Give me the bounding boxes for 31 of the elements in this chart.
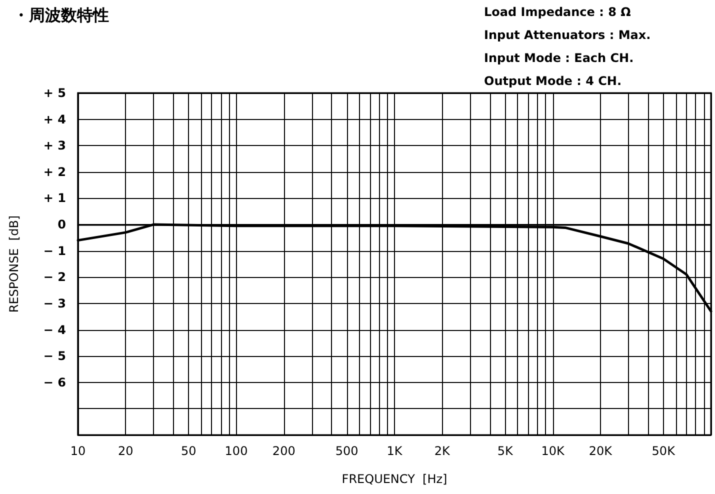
y-axis-title: RESPONSE [dB] (7, 215, 21, 313)
chart-title: ・周波数特性 (13, 6, 109, 24)
y-tick-label: − 2 (43, 270, 66, 284)
x-tick-label: 20 (118, 444, 134, 458)
y-tick-label: + 1 (43, 191, 66, 206)
y-tick-label: − 1 (43, 244, 66, 258)
text: Input Mode : Each CH. (484, 51, 634, 65)
x-tick-label: 10 (70, 444, 86, 458)
x-tick-label: 50K (652, 444, 676, 458)
y-tick-label: − 4 (43, 322, 66, 337)
text: Load Impedance : 8 Ω (484, 5, 631, 19)
x-tick-label: 5K (497, 444, 514, 458)
x-tick-label: 20K (588, 444, 614, 458)
y-tick-label: + 4 (43, 112, 66, 126)
x-tick-label: 200 (272, 444, 296, 458)
y-tick-label: − 5 (43, 349, 66, 364)
x-tick-label: 2K (434, 444, 452, 458)
y-tick-label: 0 (58, 218, 66, 232)
x-tick-label: 50 (180, 444, 196, 458)
y-tick-label: + 2 (43, 164, 66, 179)
y-tick-label: − 6 (43, 375, 66, 390)
text: Output Mode : 4 CH. (484, 74, 622, 88)
x-tick-label: 100 (224, 444, 248, 458)
y-tick-label: − 3 (43, 296, 66, 310)
x-tick-label: 1K (386, 444, 404, 458)
y-tick-label: + 5 (43, 86, 66, 100)
y-tick-label: + 3 (43, 138, 66, 153)
text: Input Attenuators : Max. (484, 28, 651, 42)
x-tick-label: 500 (335, 444, 358, 458)
x-axis-title: FREQUENCY [Hz] (342, 472, 448, 486)
x-tick-label: 10K (541, 444, 566, 458)
